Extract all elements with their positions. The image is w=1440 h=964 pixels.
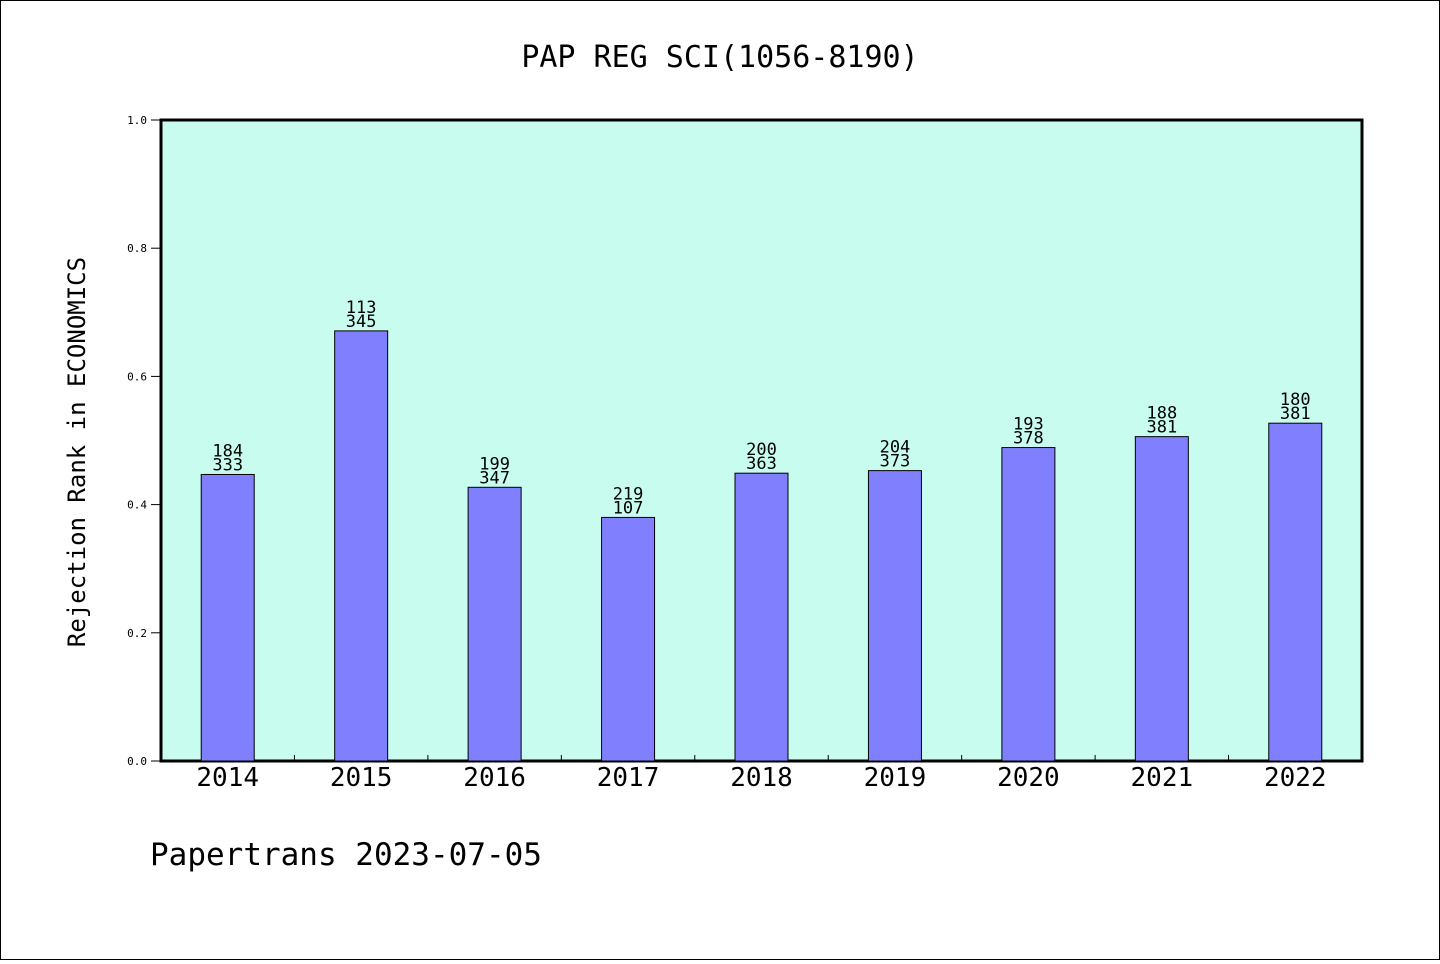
bar-label-top-2021: 188 — [1146, 404, 1177, 424]
bar-2014 — [200, 473, 255, 762]
bars-group: 1843331133451993472191072003632043731933… — [200, 298, 1323, 762]
y-axis-label: Rejection Rank in ECONOMICS — [63, 257, 91, 647]
x-tick-label-2020: 2020 — [997, 763, 1060, 793]
bar-2018 — [734, 472, 789, 762]
bar-label-bottom-2016: 347 — [479, 468, 510, 488]
x-tick-label-2019: 2019 — [864, 763, 927, 793]
x-tick-label-2018: 2018 — [730, 763, 793, 793]
bar-label-top-2015: 113 — [346, 298, 377, 318]
y-tick-label: 0.4 — [127, 499, 147, 512]
bar-2019 — [867, 470, 922, 762]
bar-label-bottom-2014: 333 — [212, 455, 243, 475]
y-ticks-group: 0.0 0.2 0.4 0.6 0.8 1.0 — [127, 114, 161, 768]
y-tick-label: 0.6 — [127, 370, 147, 383]
bar-2015 — [334, 330, 389, 762]
x-tick-label-2014: 2014 — [196, 763, 259, 793]
y-tick-label: 0.0 — [127, 755, 147, 768]
bar-2022 — [1268, 422, 1323, 762]
x-tick-label-2021: 2021 — [1131, 763, 1194, 793]
x-ticks-group: 2014 2015 2016 2017 2018 2019 2020 2021 2022 — [196, 755, 1327, 793]
bar-label-top-2014: 184 — [212, 441, 243, 461]
y-tick-label: 1.0 — [127, 114, 147, 127]
bar-label-bottom-2018: 363 — [746, 454, 777, 474]
y-tick-label: 0.8 — [127, 242, 147, 255]
bar-2016 — [467, 486, 522, 762]
bar-2017 — [601, 516, 656, 762]
bar-2021 — [1134, 436, 1189, 762]
bar-label-bottom-2022: 381 — [1280, 404, 1311, 424]
bar-label-bottom-2017: 107 — [613, 498, 644, 518]
bar-label-bottom-2015: 345 — [346, 312, 377, 332]
bar-2020 — [1001, 447, 1056, 762]
bar-label-top-2020: 193 — [1013, 415, 1044, 435]
bar-label-bottom-2021: 381 — [1146, 418, 1177, 438]
x-tick-label-2022: 2022 — [1264, 763, 1327, 793]
bar-label-top-2022: 180 — [1280, 390, 1311, 410]
y-tick-label: 0.2 — [127, 627, 147, 640]
bar-label-bottom-2020: 378 — [1013, 429, 1044, 449]
x-tick-label-2016: 2016 — [463, 763, 526, 793]
bar-label-top-2019: 204 — [880, 438, 911, 458]
bar-label-bottom-2019: 373 — [880, 452, 911, 472]
bar-label-top-2018: 200 — [746, 440, 777, 460]
chart-title: PAP REG SCI(1056-8190) — [521, 40, 918, 75]
x-tick-label-2017: 2017 — [597, 763, 660, 793]
footer-text: Papertrans 2023-07-05 — [150, 837, 542, 873]
x-tick-label-2015: 2015 — [330, 763, 393, 793]
bar-label-top-2016: 199 — [479, 454, 510, 474]
bar-label-top-2017: 219 — [613, 484, 644, 504]
